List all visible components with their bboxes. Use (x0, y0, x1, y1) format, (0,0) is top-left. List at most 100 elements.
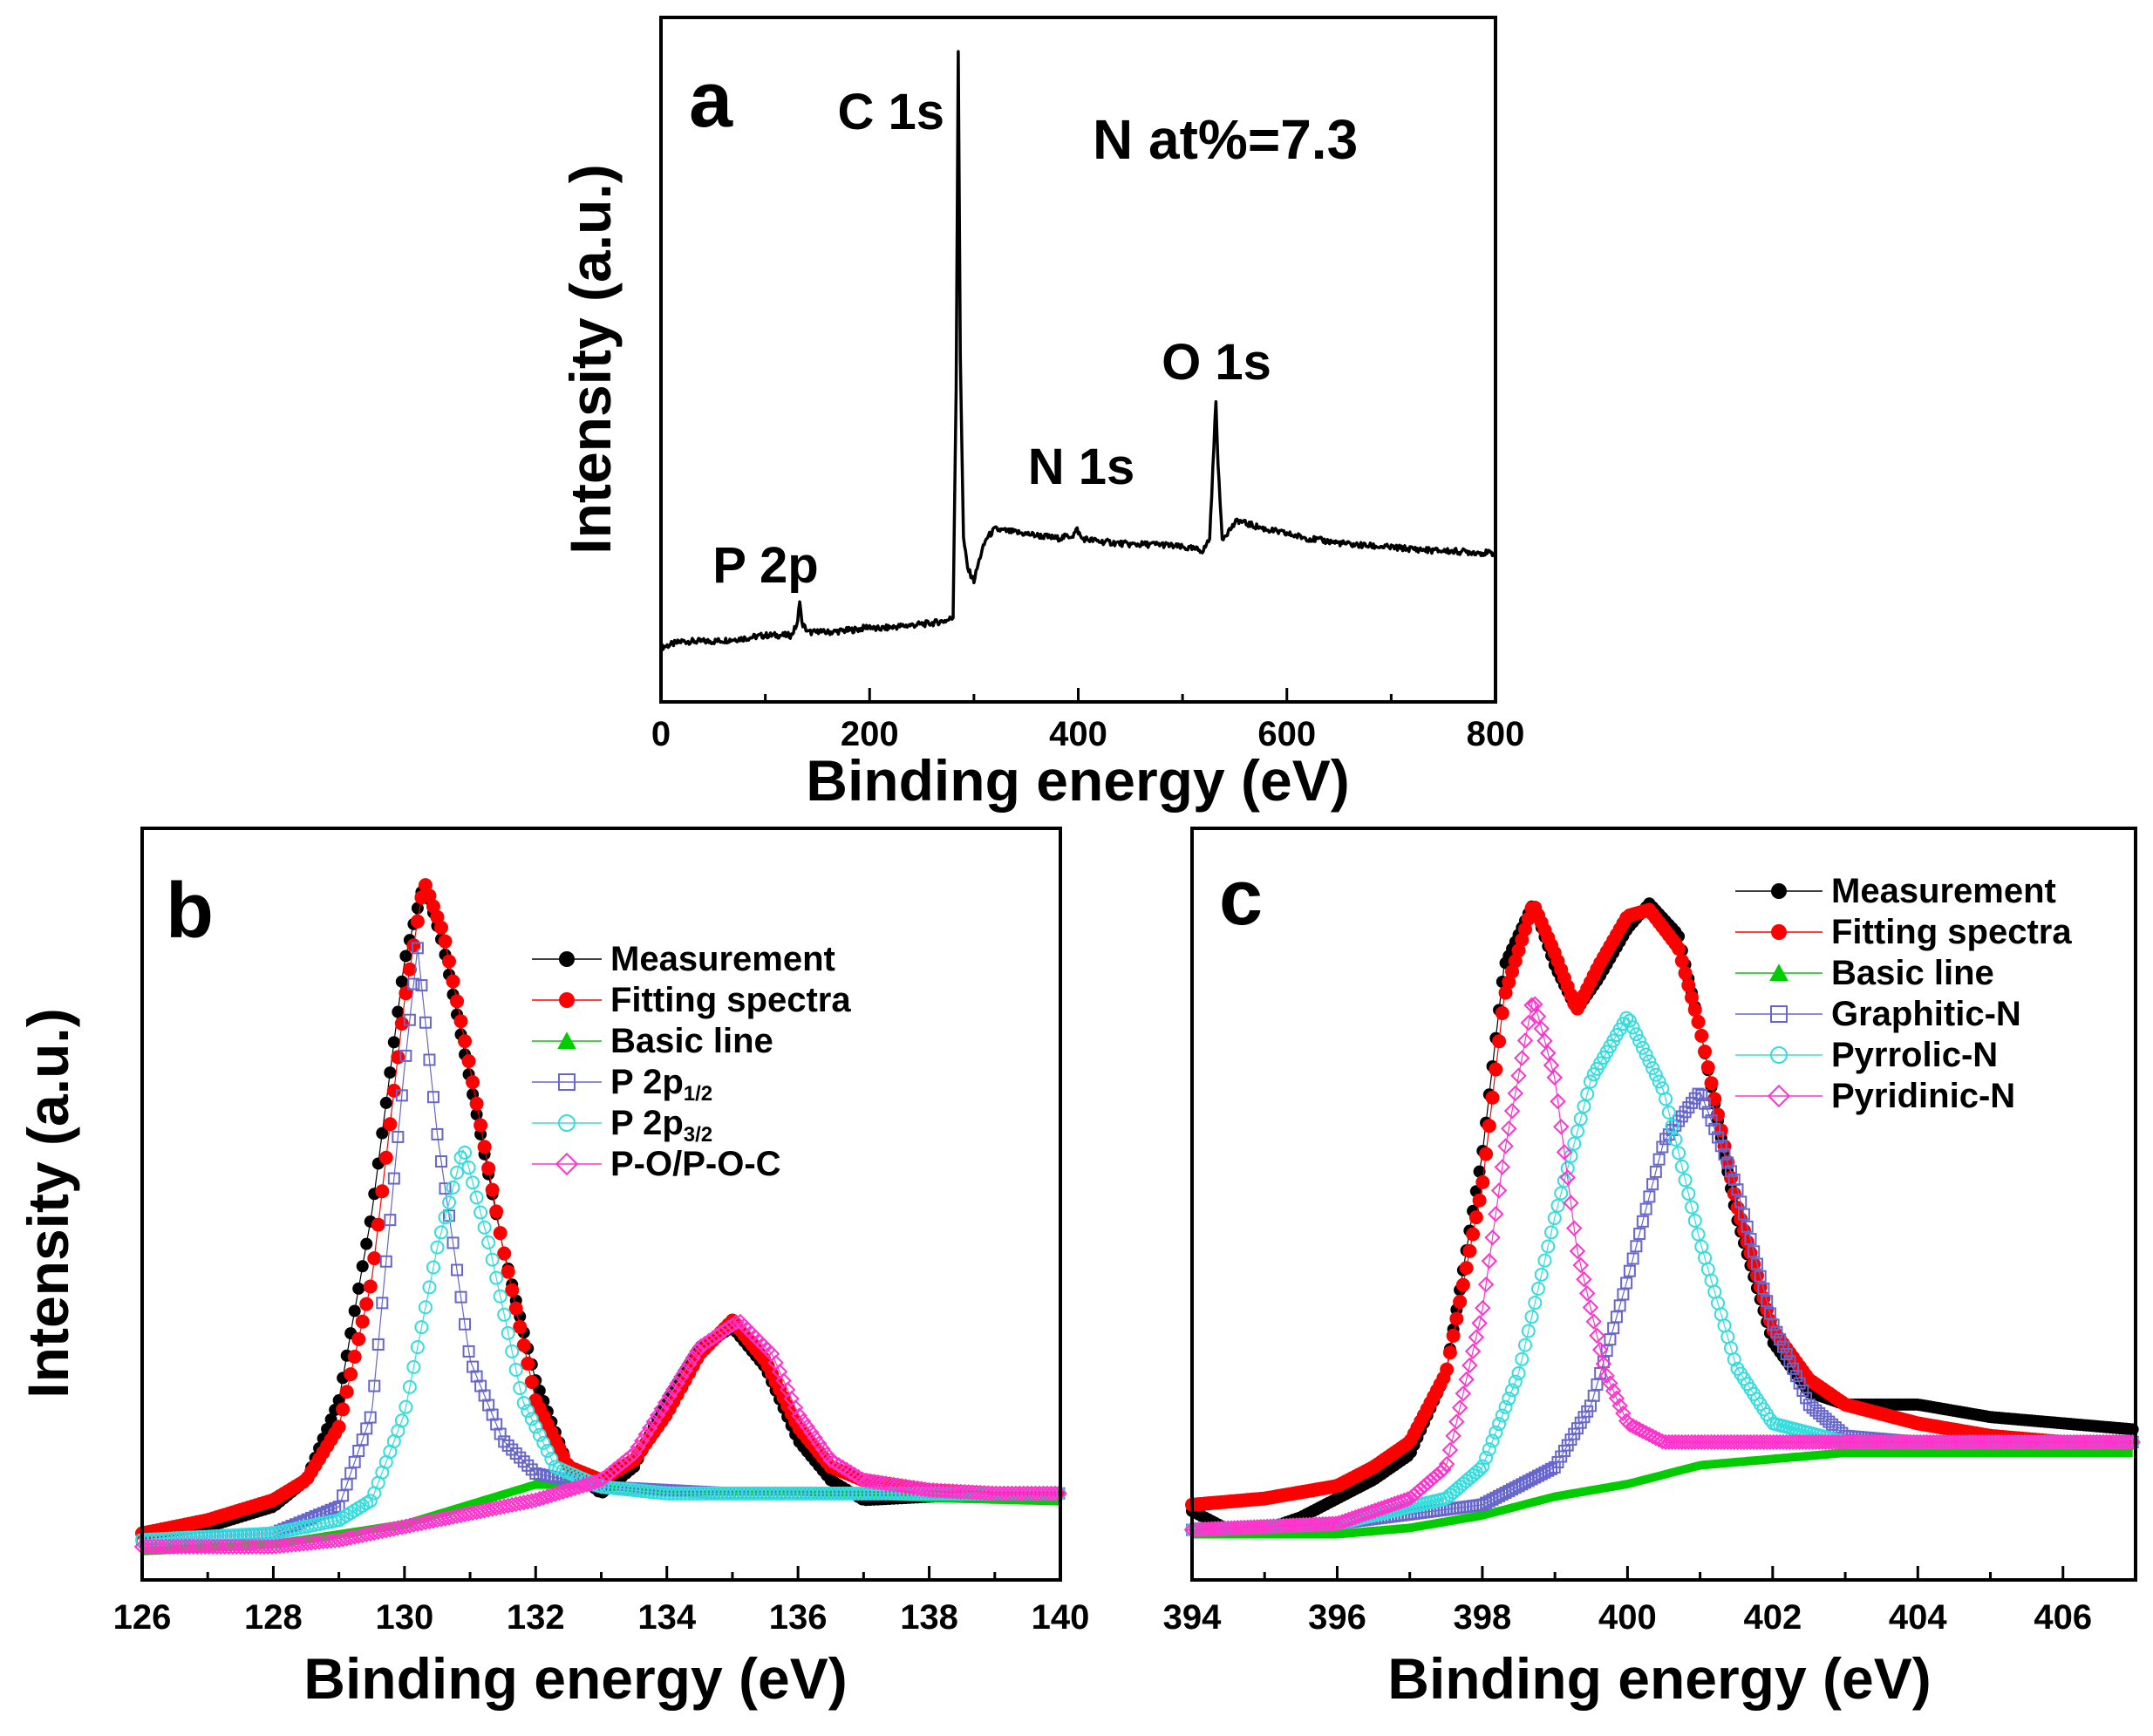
data-point (807, 1429, 823, 1447)
data-point (1648, 1067, 1663, 1082)
data-point (446, 974, 460, 989)
data-point (1531, 1281, 1546, 1296)
data-point (1498, 1399, 1513, 1414)
data-point (1425, 1469, 1442, 1487)
x-tick-label: 0 (651, 715, 671, 753)
data-point (486, 1408, 499, 1421)
data-point (1489, 1425, 1503, 1440)
data-point (649, 1406, 666, 1424)
data-point (1615, 1405, 1632, 1422)
data-point (645, 1413, 662, 1430)
data-point (1718, 1147, 1731, 1161)
data-point (329, 1501, 342, 1515)
legend-marker (558, 1114, 576, 1132)
x-tick-label: 134 (637, 1598, 696, 1637)
legend-subscript: 3/2 (684, 1123, 712, 1147)
data-point (411, 942, 424, 955)
data-point (1511, 943, 1526, 958)
data-point (406, 1359, 421, 1374)
legend-marker (1771, 883, 1787, 899)
data-point (1761, 1295, 1774, 1308)
data-point (469, 1190, 484, 1205)
data-point (1649, 1165, 1662, 1178)
data-point (1699, 1097, 1712, 1110)
data-point (724, 1317, 741, 1333)
data-point (814, 1440, 831, 1458)
data-point (787, 1399, 804, 1416)
data-point (641, 1419, 658, 1436)
data-point (1543, 1225, 1558, 1240)
data-point (451, 1263, 464, 1276)
data-point (299, 1535, 316, 1552)
data-point (263, 1538, 281, 1556)
data-point (1783, 1355, 1796, 1368)
data-point (1577, 1099, 1591, 1113)
data-point (1700, 1060, 1715, 1075)
data-point (524, 1374, 539, 1389)
data-point (536, 1435, 551, 1450)
data-point (378, 1150, 393, 1165)
legend-marker (1767, 1084, 1791, 1108)
panel-c-xlabel: Binding energy (eV) (1387, 1646, 1931, 1711)
data-point (474, 1118, 488, 1133)
x-tick-label: 128 (244, 1598, 303, 1637)
data-point (1468, 1329, 1485, 1345)
survey-spectrum-line (659, 50, 1497, 651)
data-point (1598, 1367, 1615, 1385)
data-point (1708, 1122, 1721, 1135)
data-point (1646, 1178, 1659, 1191)
data-point (1770, 1325, 1783, 1338)
data-point (490, 1418, 503, 1431)
x-tick-label: 400 (1049, 715, 1107, 753)
data-point (438, 934, 453, 949)
data-point (567, 1480, 583, 1496)
data-point (395, 1089, 408, 1102)
data-point (1704, 1076, 1719, 1091)
data-point (1780, 1347, 1793, 1360)
data-point (1585, 1313, 1602, 1330)
data-point (459, 1317, 472, 1331)
data-point (442, 954, 457, 969)
data-point (1789, 1370, 1802, 1383)
data-point (1691, 1015, 1706, 1030)
data-point (1767, 1318, 1780, 1331)
panel-b-frame (140, 827, 1062, 1582)
panel-c-frame (1190, 827, 2137, 1582)
data-point (394, 1413, 409, 1428)
data-point (467, 1360, 480, 1373)
data-point (1681, 1186, 1696, 1201)
legend-item: Fitting spectra (1735, 913, 2072, 951)
data-point (791, 1407, 807, 1424)
data-point (1501, 1120, 1517, 1137)
data-point (307, 1534, 324, 1551)
data-point (1475, 1299, 1491, 1317)
data-point (384, 1066, 397, 1079)
data-point (418, 878, 433, 893)
legend-item: Graphitic-N (1735, 995, 2021, 1033)
panel-a: 0 200 400 600 800 a Binding energy (eV) Inte… (558, 16, 1524, 813)
data-point (1473, 1165, 1486, 1178)
panel-b-xlabel: Binding energy (eV) (303, 1646, 847, 1711)
data-point (336, 1402, 351, 1417)
x-tick-label: 394 (1163, 1598, 1222, 1637)
data-point (376, 1297, 389, 1310)
data-point (367, 1251, 382, 1266)
data-point (1497, 1138, 1514, 1154)
annotation-p2p: P 2p (712, 537, 818, 594)
data-point (418, 1300, 433, 1315)
data-point (521, 1459, 535, 1472)
data-point (622, 1448, 638, 1465)
panel-c: 394 396 398 400 402 404 406 c Binding energy (… (1163, 827, 2141, 1711)
data-point (1520, 1014, 1536, 1031)
data-point (540, 1444, 555, 1459)
data-point (295, 1535, 312, 1552)
data-point (461, 1053, 476, 1068)
data-point (1449, 1311, 1464, 1326)
data-point (653, 1400, 670, 1418)
data-point (291, 1535, 308, 1553)
data-point (505, 1344, 520, 1358)
data-point (810, 1435, 828, 1452)
data-point (352, 1282, 365, 1295)
data-point (1656, 1140, 1669, 1154)
data-point (1583, 1074, 1598, 1089)
